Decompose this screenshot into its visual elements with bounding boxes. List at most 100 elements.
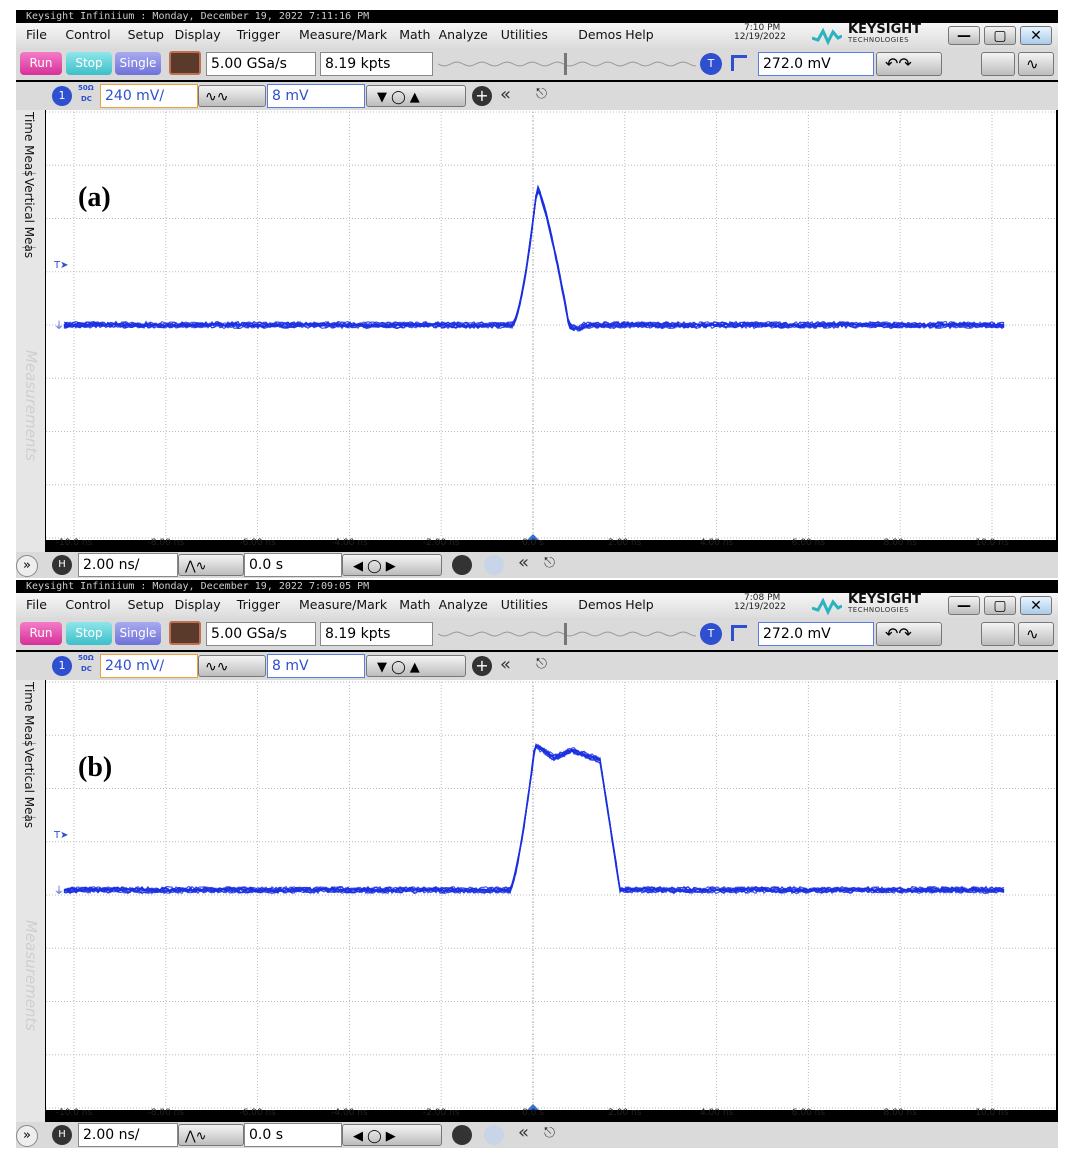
pin[interactable]: ⎋: [544, 555, 556, 571]
filter-buttons[interactable]: ∿∿: [198, 85, 266, 107]
x-tick-label: 4.00 ns: [699, 538, 734, 548]
side-tab[interactable]: Vertical Meas: [22, 748, 36, 829]
menu-item[interactable]: Utilities: [500, 597, 548, 612]
menu-item[interactable]: Measure/Mark: [299, 597, 388, 612]
time-scale[interactable]: 2.00 ns/: [78, 1123, 178, 1147]
channel-bar: 1 50Ω DC 240 mV/∿∿ 8 mV ▼ ◯ ▲ + « ⎋: [16, 82, 1058, 110]
channel-number[interactable]: 1: [52, 656, 72, 676]
add-channel[interactable]: +: [472, 86, 492, 106]
memory-depth[interactable]: 8.19 kpts: [320, 52, 433, 76]
expand-button[interactable]: »: [16, 1125, 38, 1147]
zoom-icon[interactable]: [452, 555, 472, 575]
touch-button[interactable]: ∿: [1018, 622, 1054, 646]
single-button[interactable]: Single: [115, 52, 161, 75]
restore-button[interactable]: ▢: [984, 26, 1016, 45]
pin[interactable]: ⎋: [536, 86, 548, 102]
menu-item[interactable]: Control: [65, 597, 111, 612]
autoscale-button[interactable]: [169, 621, 201, 645]
menu-item[interactable]: Measure/Mark: [299, 27, 388, 42]
add-channel[interactable]: +: [472, 656, 492, 676]
trigger-level[interactable]: 272.0 mV: [758, 52, 874, 76]
menu-item[interactable]: Analyze: [438, 27, 488, 42]
trigger-icon[interactable]: T: [700, 53, 722, 75]
menu-item[interactable]: Help: [625, 597, 654, 612]
minimize-button[interactable]: —: [948, 596, 980, 615]
restore-button[interactable]: ▢: [984, 596, 1016, 615]
menu-item[interactable]: File: [26, 597, 47, 612]
close-button[interactable]: ✕: [1020, 596, 1052, 615]
acq-buttons[interactable]: ⋀∿: [178, 1124, 244, 1146]
zoom-button[interactable]: [981, 52, 1015, 76]
filter-buttons[interactable]: ∿∿: [198, 655, 266, 677]
vertical-offset[interactable]: 8 mV: [267, 654, 365, 678]
vertical-scale[interactable]: 240 mV/: [100, 84, 198, 108]
side-tab[interactable]: Vertical Meas: [22, 178, 36, 259]
collapse[interactable]: «: [518, 1122, 530, 1143]
position-controls[interactable]: ◀ ◯ ▶: [342, 554, 442, 576]
close-button[interactable]: ✕: [1020, 26, 1052, 45]
undo-redo[interactable]: ↶↷: [876, 52, 942, 76]
collapse[interactable]: «: [500, 654, 512, 675]
menu-item[interactable]: File: [26, 27, 47, 42]
collapse[interactable]: «: [500, 84, 512, 105]
zoom-icon[interactable]: [452, 1125, 472, 1145]
sample-rate[interactable]: 5.00 GSa/s: [206, 52, 316, 76]
time-scale[interactable]: 2.00 ns/: [78, 553, 178, 577]
zoom-button[interactable]: [981, 622, 1015, 646]
waveform-trace: [63, 744, 1005, 895]
menu-item[interactable]: Setup: [127, 27, 164, 42]
menu-item[interactable]: Trigger: [236, 27, 280, 42]
sample-rate[interactable]: 5.00 GSa/s: [206, 622, 316, 646]
autoscale-button[interactable]: [169, 51, 201, 75]
undo-redo[interactable]: ↶↷: [876, 622, 942, 646]
x-tick-label: -8.00 ns: [147, 1108, 185, 1118]
menu-item[interactable]: Display: [174, 597, 221, 612]
brand-name: KEYSIGHT: [848, 22, 921, 37]
grid-icon[interactable]: [484, 555, 504, 575]
trigger-level[interactable]: 272.0 mV: [758, 622, 874, 646]
x-tick-label: 6.00 ns: [791, 538, 826, 548]
menu-item[interactable]: Control: [65, 27, 111, 42]
offset-controls[interactable]: ▼ ◯ ▲: [366, 85, 466, 107]
horizontal-icon[interactable]: H: [52, 1125, 72, 1145]
menu-item[interactable]: Math: [399, 597, 431, 612]
pin[interactable]: ⎋: [544, 1125, 556, 1141]
brand-sub: TECHNOLOGIES: [848, 606, 910, 614]
menu-item[interactable]: Trigger: [236, 597, 280, 612]
x-tick-label: -8.00 ns: [147, 538, 185, 548]
menu-item[interactable]: Demos: [578, 27, 622, 42]
menu-item[interactable]: Display: [174, 27, 221, 42]
stop-button[interactable]: Stop: [66, 52, 112, 75]
stop-button[interactable]: Stop: [66, 622, 112, 645]
side-tab[interactable]: Time Meas: [22, 112, 36, 177]
time-position[interactable]: 0.0 s: [244, 1123, 342, 1147]
expand-button[interactable]: »: [16, 555, 38, 577]
trigger-edge: [731, 625, 747, 641]
side-tab[interactable]: Time Meas: [22, 682, 36, 747]
position-controls[interactable]: ◀ ◯ ▶: [342, 1124, 442, 1146]
collapse[interactable]: «: [518, 552, 530, 573]
touch-button[interactable]: ∿: [1018, 52, 1054, 76]
menu-item[interactable]: Setup: [127, 597, 164, 612]
trigger-icon[interactable]: T: [700, 623, 722, 645]
menu-item[interactable]: Help: [625, 27, 654, 42]
menu-item[interactable]: Utilities: [500, 27, 548, 42]
menu-item[interactable]: Demos: [578, 597, 622, 612]
acq-buttons[interactable]: ⋀∿: [178, 554, 244, 576]
menu-item[interactable]: Analyze: [438, 597, 488, 612]
horizontal-icon[interactable]: H: [52, 555, 72, 575]
vertical-offset[interactable]: 8 mV: [267, 84, 365, 108]
minimize-button[interactable]: —: [948, 26, 980, 45]
menu-item[interactable]: Math: [399, 27, 431, 42]
memory-depth[interactable]: 8.19 kpts: [320, 622, 433, 646]
offset-controls[interactable]: ▼ ◯ ▲: [366, 655, 466, 677]
x-tick-label: 10.0 ns: [975, 538, 1009, 548]
run-button[interactable]: Run: [20, 622, 62, 645]
single-button[interactable]: Single: [115, 622, 161, 645]
run-button[interactable]: Run: [20, 52, 62, 75]
vertical-scale[interactable]: 240 mV/: [100, 654, 198, 678]
channel-number[interactable]: 1: [52, 86, 72, 106]
grid-icon[interactable]: [484, 1125, 504, 1145]
time-position[interactable]: 0.0 s: [244, 553, 342, 577]
pin[interactable]: ⎋: [536, 656, 548, 672]
